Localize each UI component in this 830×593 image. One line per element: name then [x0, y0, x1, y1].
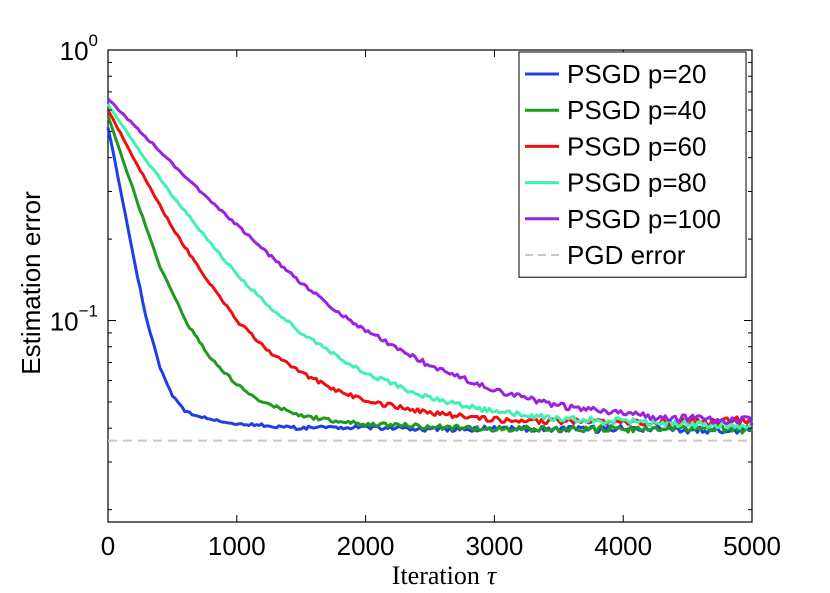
x-tick-label: 0: [101, 531, 115, 561]
legend-label: PGD error: [567, 240, 686, 270]
series-line-psgd-p-100: [106, 97, 754, 426]
plot-axes: [107, 49, 753, 523]
series-line-psgd-p-60: [106, 109, 754, 427]
legend-label: PSGD p=80: [567, 168, 706, 198]
legend-label: PSGD p=100: [567, 204, 721, 234]
y-tick-label: 100: [60, 31, 98, 66]
x-axis-label-text: Iteration: [392, 561, 480, 590]
x-tick-label: 5000: [723, 531, 781, 561]
tick-layer: 0 1000 2000 3000 4000 5000 100 10−1: [50, 31, 781, 561]
legend-label: PSGD p=60: [567, 131, 706, 161]
x-tick-label: 3000: [465, 531, 523, 561]
legend-label: PSGD p=40: [567, 95, 706, 125]
legend-label: PSGD p=20: [567, 59, 706, 89]
series-line-psgd-p-40: [106, 115, 754, 435]
x-tick-label: 1000: [208, 531, 266, 561]
legend-box: [518, 51, 747, 278]
x-tick-label: 4000: [594, 531, 652, 561]
series-line-psgd-p-80: [106, 103, 754, 430]
plot-frame: [107, 49, 753, 523]
y-tick-label: 10−1: [50, 302, 98, 337]
y-axis-label: Estimation error: [16, 191, 46, 375]
x-axis-label: Iteration τ: [392, 561, 498, 590]
x-axis-label-symbol: τ: [487, 561, 498, 590]
series-layer: [106, 97, 754, 442]
x-tick-label: 2000: [337, 531, 395, 561]
legend: PSGD p=20 PSGD p=40 PSGD p=60 PSGD p=80 PSGD…: [518, 51, 747, 278]
